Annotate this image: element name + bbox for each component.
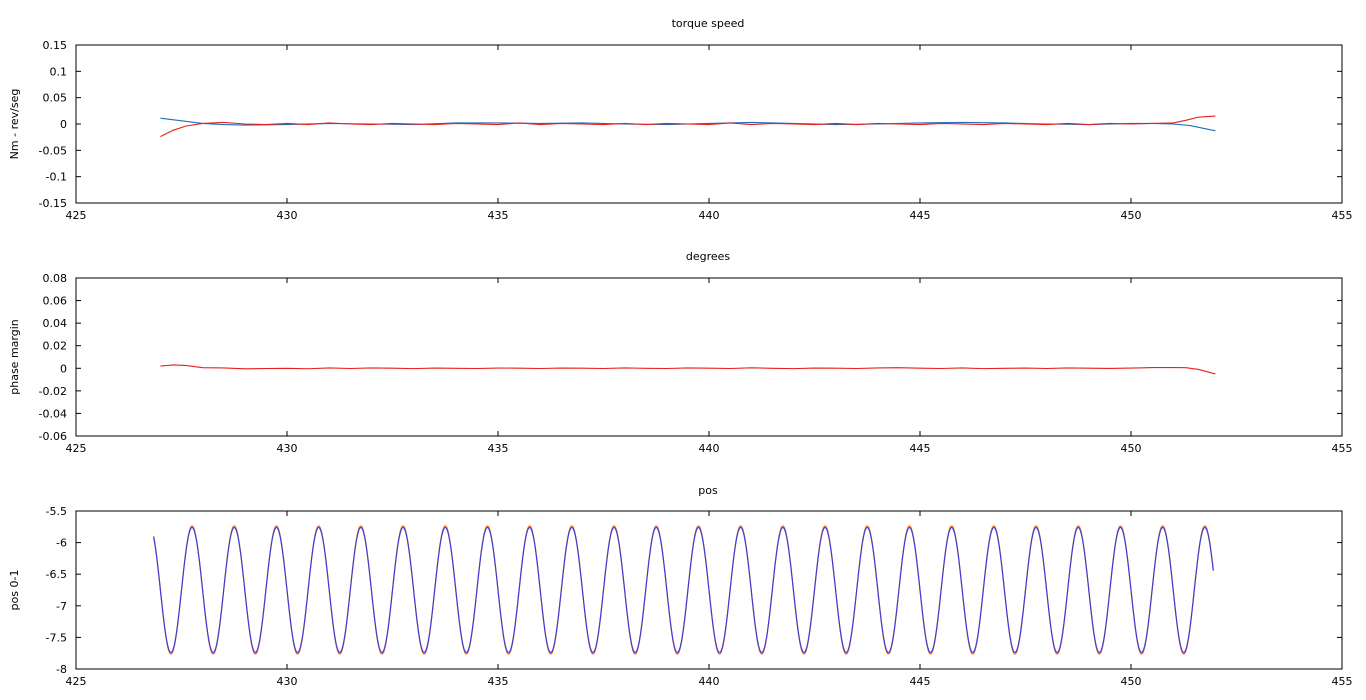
y-axis-label: pos 0-1 [8,570,21,611]
x-tick-label: 435 [488,675,509,688]
x-tick-label: 445 [910,209,931,222]
y-tick-label: 0 [60,362,67,375]
torque-speed-panel: torque speed Nm - rev/seg 425 430 435 440 44… [8,17,1353,222]
x-tick-label: 440 [699,675,720,688]
chart-title: degrees [686,250,731,263]
x-tick-label: 425 [66,442,87,455]
phase-margin-panel: degrees phase margin 425 430 435 440 445 450 4… [8,250,1353,455]
y-axis-label: Nm - rev/seg [8,89,21,160]
y-tick-label: 0.02 [43,340,68,353]
x-tick-label: 425 [66,675,87,688]
y-tick-label: 0 [60,118,67,131]
y-tick-label: -0.06 [39,430,67,443]
y-tick-label: 0.04 [43,317,68,330]
x-tick-label: 430 [277,209,298,222]
series-group [160,115,1216,138]
y-tick-label: -0.04 [39,407,67,420]
y-tick-label: -6 [56,537,67,550]
y-tick-label: 0.08 [43,272,68,285]
y-tick-label: 0.06 [43,295,68,308]
x-tick-label: 430 [277,675,298,688]
chart-title: pos [698,484,718,497]
series-line-1 [153,526,1214,654]
pos-panel: pos pos 0-1 425 430 435 440 445 450 455 -5.5 -6 -… [8,484,1353,688]
axis-ticks: 425 430 435 440 445 450 455 -5.5 -6 -6.5 -7 -7.5 -8 [46,505,1353,688]
series-group [153,525,1214,655]
x-tick-label: 440 [699,209,720,222]
series-line-0 [153,525,1214,655]
axis-ticks: 425 430 435 440 445 450 455 0.08 0.06 0.04 0.02 0 -0… [39,272,1353,455]
x-tick-label: 455 [1332,209,1353,222]
y-tick-label: 0.1 [50,65,68,78]
y-tick-label: 0.15 [43,39,68,52]
series-group [160,364,1216,375]
x-tick-label: 445 [910,675,931,688]
y-tick-label: -0.05 [39,144,67,157]
x-tick-label: 430 [277,442,298,455]
y-tick-label: -7.5 [46,631,67,644]
y-axis-label: phase margin [8,319,21,395]
chart-title: torque speed [672,17,745,30]
x-tick-label: 445 [910,442,931,455]
x-tick-label: 435 [488,209,509,222]
y-tick-label: 0.05 [43,92,68,105]
x-tick-label: 455 [1332,442,1353,455]
x-tick-label: 450 [1121,209,1142,222]
y-tick-label: -8 [56,663,67,676]
y-tick-label: -0.02 [39,385,67,398]
x-tick-label: 450 [1121,442,1142,455]
x-tick-label: 425 [66,209,87,222]
x-tick-label: 450 [1121,675,1142,688]
plot-frame [75,277,1343,437]
axis-ticks: 425 430 435 440 445 450 455 0.15 0.1 0.05 0 -0.05 -0… [39,39,1353,222]
y-tick-label: -6.5 [46,568,67,581]
series-line-1 [160,115,1216,138]
y-tick-label: -5.5 [46,505,67,518]
x-tick-label: 440 [699,442,720,455]
x-tick-label: 435 [488,442,509,455]
x-tick-label: 455 [1332,675,1353,688]
y-tick-label: -0.1 [46,171,67,184]
series-line-0 [160,364,1216,375]
y-tick-label: -7 [56,600,67,613]
y-tick-label: -0.15 [39,197,67,210]
